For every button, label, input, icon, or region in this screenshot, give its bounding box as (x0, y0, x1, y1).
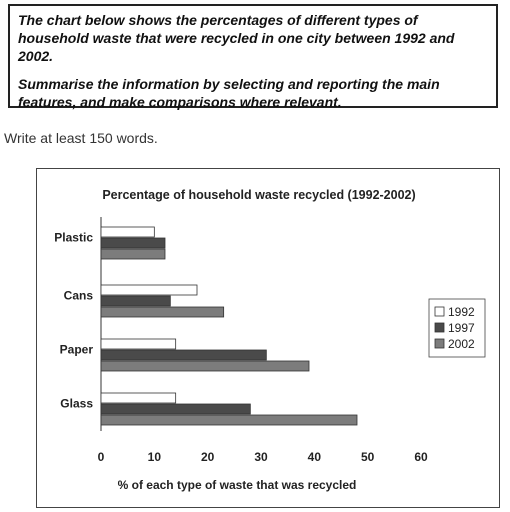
legend-label-2002: 2002 (448, 337, 475, 351)
x-tick-20: 20 (201, 450, 215, 464)
bar-cans-1992 (100, 284, 198, 296)
bar-cans-1997 (100, 295, 171, 307)
task-description: The chart below shows the percentages of… (18, 12, 455, 64)
chart-frame: Percentage of household waste recycled (… (36, 168, 500, 508)
legend: 1992 1997 2002 (428, 298, 486, 358)
bar-paper-1992 (100, 338, 177, 350)
bar-chart: Percentage of household waste recycled (… (54, 188, 486, 492)
bars-group (100, 226, 358, 426)
legend-swatch-2002 (434, 338, 445, 349)
x-tick-labels: 0 10 20 30 40 50 60 (98, 450, 428, 464)
bar-cans-2002 (100, 306, 225, 318)
category-label-plastic: Plastic (54, 231, 93, 245)
x-tick-60: 60 (414, 450, 428, 464)
chart-title: Percentage of household waste recycled (… (102, 188, 415, 202)
task-prompt-box: The chart below shows the percentages of… (8, 4, 498, 110)
category-label-cans: Cans (64, 289, 94, 303)
x-tick-40: 40 (308, 450, 322, 464)
legend-swatch-1992 (434, 306, 445, 317)
bar-glass-2002 (100, 414, 358, 426)
bar-plastic-2002 (100, 248, 166, 260)
category-labels: Plastic Cans Paper Glass (54, 231, 93, 411)
bar-paper-1997 (100, 349, 267, 361)
legend-label-1992: 1992 (448, 305, 475, 319)
task-instruction: Summarise the information by selecting a… (18, 76, 440, 110)
word-requirement: Write at least 150 words. (4, 130, 158, 146)
legend-swatch-1997 (434, 322, 445, 333)
x-axis-label: % of each type of waste that was recycle… (118, 478, 357, 492)
bar-plastic-1997 (100, 237, 166, 249)
x-tick-50: 50 (361, 450, 375, 464)
bar-plastic-1992 (100, 226, 155, 238)
category-label-glass: Glass (60, 397, 93, 411)
bar-paper-2002 (100, 360, 310, 372)
bar-glass-1997 (100, 403, 251, 415)
x-tick-30: 30 (254, 450, 268, 464)
bar-glass-1992 (100, 392, 177, 404)
legend-label-1997: 1997 (448, 321, 475, 335)
category-label-paper: Paper (60, 343, 94, 357)
x-tick-0: 0 (98, 450, 105, 464)
x-tick-10: 10 (148, 450, 162, 464)
